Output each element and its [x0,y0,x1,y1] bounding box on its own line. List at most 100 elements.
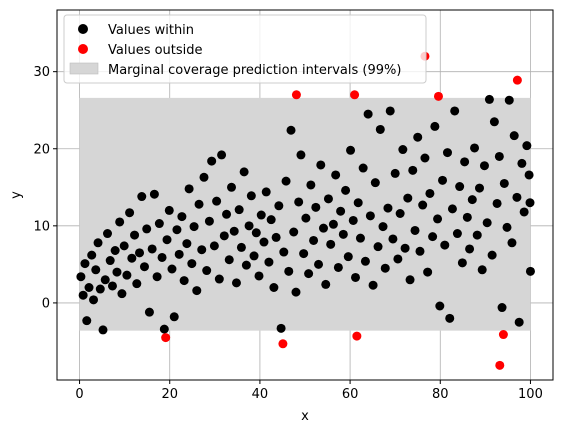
point-within [227,182,237,192]
point-within [276,323,286,333]
point-within [525,266,535,276]
point-within [264,257,274,267]
point-within [78,290,88,300]
point-within [167,264,177,274]
y-axis-ticks: 0 10 20 30 [33,65,57,311]
point-within [507,238,517,248]
point-within [348,215,358,225]
point-within [452,229,462,239]
x-axis-label: x [301,409,309,424]
point-within [420,153,430,163]
point-within [489,117,499,127]
point-within [336,206,346,216]
point-within [351,272,361,282]
point-within [89,295,99,305]
point-within [117,289,127,299]
point-within [125,208,135,218]
point-within [261,187,271,197]
point-within [130,230,140,240]
point-within [413,132,423,142]
point-within [169,312,179,322]
point-within [107,281,117,291]
point-within [370,178,380,188]
point-within [497,303,507,313]
point-within [182,239,192,249]
point-within [358,163,368,173]
x-tick-label: 0 [75,387,83,402]
point-outside [498,330,508,340]
point-within [343,252,353,262]
point-within [400,243,410,253]
point-within [415,246,425,256]
point-within [380,263,390,273]
x-tick-label: 40 [252,387,269,402]
point-within [470,143,480,153]
point-within [502,222,512,232]
legend-patch-interval [69,62,99,75]
point-within [460,157,470,167]
point-within [256,210,266,220]
x-axis-ticks: 0 20 40 60 80 100 [75,380,543,402]
point-within [95,284,105,294]
point-within [162,235,172,245]
point-within [455,182,465,192]
point-within [353,198,363,208]
point-within [304,269,314,279]
point-within [393,254,403,264]
point-within [479,161,489,171]
point-within [187,259,197,269]
point-within [499,178,509,188]
point-within [311,202,321,212]
point-within [246,191,256,201]
point-within [418,200,428,210]
data-points [76,51,535,370]
point-within [279,247,289,257]
legend-label-outside: Values outside [108,43,203,58]
point-within [301,213,311,223]
point-outside [512,75,522,85]
point-within [100,275,110,285]
point-outside [433,91,443,101]
point-within [179,276,189,286]
point-within [428,232,438,242]
point-within [174,249,184,259]
point-within [207,156,217,166]
point-within [154,219,164,229]
point-within [522,141,532,151]
point-within [465,244,475,254]
point-within [440,240,450,250]
point-within [212,196,222,206]
point-within [204,216,214,226]
legend-label-within: Values within [108,23,194,38]
point-within [472,230,482,240]
point-within [338,229,348,239]
y-tick-label: 10 [33,219,50,234]
point-within [360,256,370,266]
point-within [271,232,281,242]
point-within [122,270,132,280]
point-within [284,266,294,276]
legend: Values within Values outside Marginal co… [63,14,427,84]
point-within [87,250,97,260]
point-within [286,125,296,135]
point-within [316,160,326,170]
point-within [385,106,395,116]
point-within [249,251,259,261]
point-within [234,205,244,215]
point-within [98,325,108,335]
point-within [103,229,113,239]
point-within [318,223,328,233]
point-within [525,198,535,208]
point-within [331,170,341,180]
point-within [229,226,239,236]
point-within [363,109,373,119]
point-within [309,235,319,245]
point-within [477,265,487,275]
point-within [524,170,534,180]
point-within [274,201,284,211]
point-within [517,158,527,168]
point-within [482,218,492,228]
point-within [467,195,477,205]
point-within [159,324,169,334]
